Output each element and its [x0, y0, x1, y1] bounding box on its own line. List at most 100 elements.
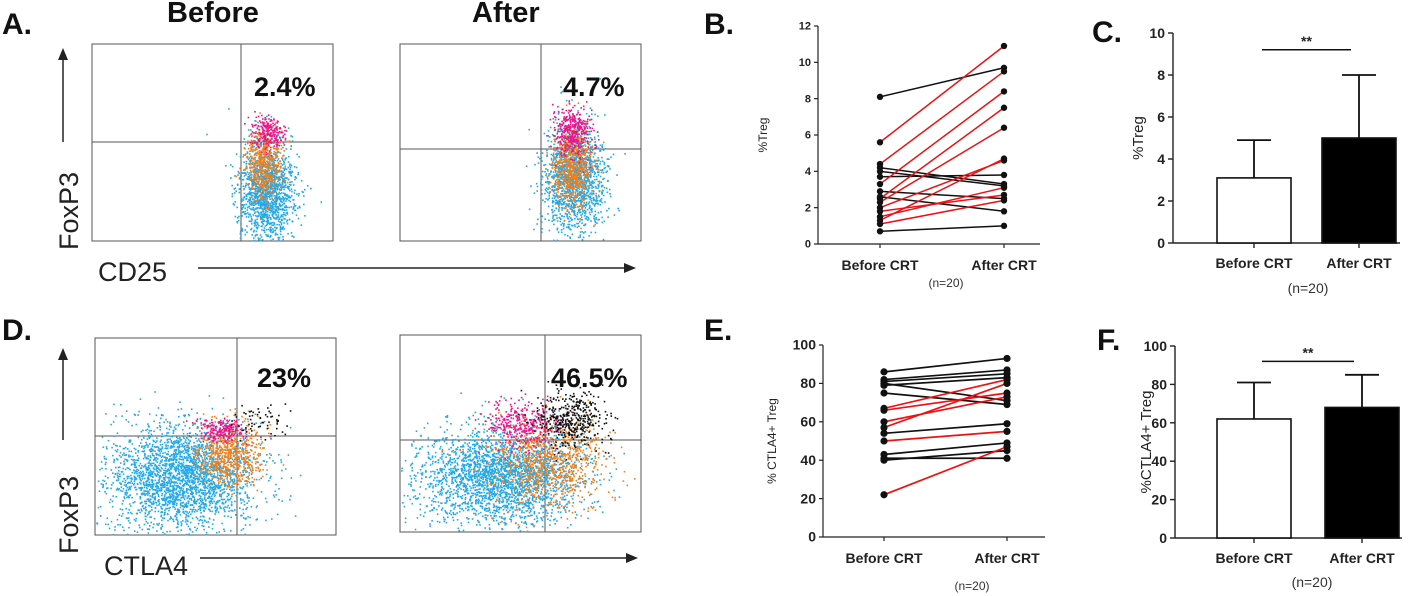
point-after [1000, 104, 1008, 111]
pair-line [883, 369, 1008, 381]
chart-f-ctla4-bars: 0 20 40 60 80 100 Before CRT After CRT ** %CTLA4+… [1138, 338, 1402, 590]
point-after [1000, 197, 1008, 204]
pair-line [883, 378, 1008, 410]
sample-size-note: (n=20) [1292, 574, 1333, 590]
x-category-label: Before CRT [1215, 550, 1292, 566]
y-tick-label: 0 [1159, 530, 1167, 546]
pair-line [879, 67, 1005, 98]
pair-line [883, 382, 1008, 402]
chart-c-treg-bars: 0 2 4 6 8 10 Before CRT After CRT ** %Treg (n=20) [1130, 25, 1400, 296]
point-before [880, 406, 888, 414]
pair-line [879, 194, 1005, 213]
foxp3-label-top: FoxP3 [54, 172, 84, 250]
x-category-label: After CRT [971, 257, 1037, 273]
point-before [876, 228, 884, 235]
y-tick-label: 0 [808, 529, 816, 545]
y-tick-label: 10 [799, 57, 811, 69]
y-tick-label: 100 [1144, 338, 1168, 354]
y-tick-label: 6 [1157, 109, 1165, 125]
pct-cd25-after: 4.7% [563, 72, 625, 102]
y-axis-label: %Treg [756, 118, 770, 153]
pair-line [883, 382, 1008, 429]
point-after [1003, 379, 1011, 387]
point-before [876, 139, 884, 146]
point-after [1000, 88, 1008, 95]
header-before: Before [167, 0, 259, 29]
flow-plot-ctla4-after [399, 334, 642, 533]
pct-ctla4-before: 23% [257, 363, 311, 393]
x-category-label: Before CRT [841, 257, 918, 273]
pair-line [883, 449, 1008, 462]
panel-label-d: D. [2, 314, 32, 347]
pair-line [883, 392, 1008, 406]
pct-cd25-before: 2.4% [254, 72, 316, 102]
y-tick-label: 8 [1157, 67, 1165, 83]
point-after [1003, 420, 1011, 428]
y-tick-label: 40 [1151, 453, 1167, 469]
y-tick-label: 8 [805, 93, 811, 105]
foxp3-arrow-top [58, 48, 68, 142]
panel-label-c: C. [1092, 16, 1122, 49]
point-before [876, 188, 884, 195]
y-tick-label: 0 [1157, 235, 1165, 251]
significance-marker: ** [1303, 344, 1314, 360]
point-before [876, 199, 884, 206]
pair-line [883, 357, 1008, 373]
pair-line [879, 174, 1005, 178]
flow-plot-cd25-after [399, 43, 642, 242]
point-before [876, 168, 884, 175]
pair-line [883, 442, 1008, 456]
point-before [876, 220, 884, 228]
x-category-label: After CRT [974, 550, 1040, 566]
point-after [1000, 171, 1008, 179]
pair-line [879, 157, 1005, 222]
pair-line [879, 186, 1005, 218]
header-after: After [472, 0, 540, 29]
ctla4-label: CTLA4 [104, 551, 188, 581]
pair-line [879, 107, 1005, 200]
x-category-label: After CRT [1329, 550, 1395, 566]
x-category-label: After CRT [1326, 255, 1392, 271]
point-after [1003, 354, 1011, 363]
pair-line [883, 445, 1008, 496]
bar [1321, 137, 1397, 244]
cd25-arrow [198, 263, 636, 273]
sample-size-note: (n=20) [928, 276, 963, 290]
pair-line [883, 376, 1008, 387]
point-after [1000, 124, 1008, 131]
pair-line [883, 430, 1008, 442]
pair-line [879, 127, 1005, 203]
y-axis-label: %CTLA4+ Treg [1138, 391, 1155, 494]
pair-line [879, 90, 1005, 185]
panel-label-b: B. [704, 8, 734, 41]
point-before [880, 429, 888, 437]
point-before [880, 418, 888, 426]
bar [1324, 406, 1400, 539]
bar [1216, 177, 1292, 244]
y-tick-label: 6 [805, 130, 811, 142]
y-tick-label: 12 [799, 21, 811, 33]
pair-line [879, 70, 1005, 165]
pair-line [879, 45, 1005, 143]
point-after [1000, 68, 1008, 75]
point-before [880, 381, 888, 389]
pair-line [879, 225, 1005, 233]
x-category-label: Before CRT [845, 550, 922, 566]
point-after [1000, 184, 1008, 191]
y-tick-label: 4 [1157, 151, 1165, 167]
pct-ctla4-after: 46.5% [551, 363, 628, 393]
y-tick-label: 80 [1151, 376, 1167, 392]
point-before [880, 368, 888, 376]
y-tick-label: 0 [805, 239, 811, 251]
point-before [880, 389, 888, 397]
y-tick-label: 4 [805, 166, 812, 178]
foxp3-label-bottom: FoxP3 [54, 476, 84, 554]
y-tick-label: 2 [1157, 193, 1165, 209]
pair-line [883, 372, 1008, 383]
pair-line [879, 170, 1005, 187]
y-tick-label: 60 [800, 413, 816, 429]
pair-line [883, 422, 1008, 435]
y-tick-label: 100 [793, 337, 817, 353]
point-after [1003, 443, 1011, 451]
